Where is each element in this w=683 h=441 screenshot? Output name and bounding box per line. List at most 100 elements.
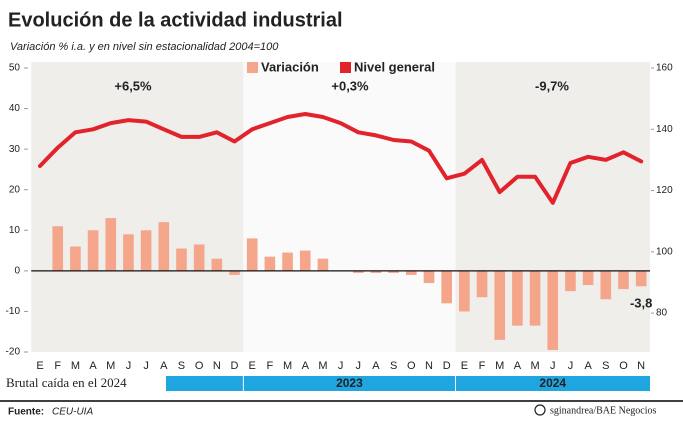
bar bbox=[299, 250, 311, 271]
x-tick-label: A bbox=[160, 360, 168, 372]
x-tick-label: D bbox=[443, 360, 451, 372]
data-label: -3,8 bbox=[630, 296, 652, 311]
bar bbox=[494, 270, 506, 340]
x-tick-label: A bbox=[89, 360, 97, 372]
legend-label: Nivel general bbox=[354, 59, 435, 74]
x-tick-label: A bbox=[372, 360, 380, 372]
annotation: +6,5% bbox=[114, 78, 152, 93]
x-tick-label: F bbox=[479, 360, 486, 372]
x-tick-label: M bbox=[495, 360, 504, 372]
instagram-icon bbox=[534, 404, 546, 416]
y2-tick-label: 160 bbox=[656, 63, 673, 74]
x-tick-label: J bbox=[143, 360, 149, 372]
x-tick-label: S bbox=[178, 360, 185, 372]
x-tick-label: A bbox=[584, 360, 592, 372]
bar bbox=[512, 270, 523, 326]
bar bbox=[193, 244, 205, 271]
x-tick-label: M bbox=[530, 360, 539, 372]
bar bbox=[476, 270, 488, 298]
x-tick-label: E bbox=[461, 360, 468, 372]
bar bbox=[441, 270, 452, 304]
y-tick-label: 0 bbox=[14, 265, 20, 276]
bar bbox=[87, 230, 99, 271]
period-shade bbox=[243, 62, 456, 352]
x-tick-label: O bbox=[619, 360, 628, 372]
bar bbox=[70, 246, 81, 271]
x-tick-label: M bbox=[318, 360, 327, 372]
y2-tick-label: 100 bbox=[656, 246, 673, 257]
bar bbox=[158, 222, 170, 271]
x-tick-label: D bbox=[231, 360, 239, 372]
bar bbox=[352, 270, 364, 273]
bar bbox=[246, 238, 258, 271]
bar bbox=[459, 270, 470, 312]
y-tick-label: -10 bbox=[6, 306, 21, 317]
credit: sginandrea/BAE Negocios bbox=[550, 405, 656, 416]
bar bbox=[547, 270, 559, 350]
legend-label: Variación bbox=[261, 59, 319, 74]
caption: Brutal caída en el 2024 bbox=[6, 375, 127, 390]
bar bbox=[140, 230, 152, 271]
line bbox=[38, 112, 644, 205]
bar bbox=[406, 270, 417, 275]
bar bbox=[529, 270, 541, 326]
y2-tick-label: 80 bbox=[656, 308, 668, 319]
year-strip bbox=[27, 376, 650, 391]
y-tick-label: 40 bbox=[9, 103, 21, 114]
annotation: -9,7% bbox=[535, 78, 569, 93]
bar bbox=[52, 226, 64, 271]
bar bbox=[370, 270, 382, 273]
y-tick-label: -20 bbox=[6, 347, 21, 358]
bar bbox=[423, 270, 435, 284]
source: CEU-UIA bbox=[52, 407, 93, 418]
bar bbox=[229, 270, 240, 275]
x-tick-label: N bbox=[637, 360, 645, 372]
x-tick-label: N bbox=[213, 360, 221, 372]
x-tick-label: J bbox=[356, 360, 362, 372]
x-tick-label: O bbox=[407, 360, 416, 372]
y-tick-label: 30 bbox=[9, 144, 21, 155]
x-tick-label: M bbox=[106, 360, 115, 372]
legend-swatch bbox=[340, 62, 351, 73]
x-tick-label: A bbox=[514, 360, 522, 372]
x-tick-label: F bbox=[54, 360, 61, 372]
bar bbox=[105, 218, 117, 271]
x-tick-label: S bbox=[390, 360, 397, 372]
bar bbox=[635, 270, 647, 287]
source-label: Fuente: bbox=[8, 407, 44, 418]
x-tick-label: M bbox=[71, 360, 80, 372]
bar bbox=[600, 270, 612, 300]
bar bbox=[618, 270, 629, 290]
year-label: 2024 bbox=[539, 376, 566, 390]
x-tick-label: S bbox=[602, 360, 609, 372]
legend-swatch bbox=[247, 62, 258, 73]
x-tick-label: J bbox=[126, 360, 132, 372]
y-tick-label: 20 bbox=[9, 184, 21, 195]
x-tick-label: J bbox=[568, 360, 574, 372]
bar bbox=[582, 270, 594, 286]
caption-box bbox=[0, 372, 166, 396]
x-tick-label: J bbox=[338, 360, 344, 372]
x-tick-label: J bbox=[550, 360, 556, 372]
year-label: 2023 bbox=[336, 376, 363, 390]
x-tick-label: N bbox=[425, 360, 433, 372]
bar bbox=[565, 270, 576, 292]
x-tick-label: A bbox=[302, 360, 310, 372]
y-tick-label: 50 bbox=[9, 63, 21, 74]
annotation: +0,3% bbox=[331, 78, 369, 93]
bar bbox=[264, 256, 276, 271]
bar bbox=[317, 258, 329, 271]
y-tick-label: 10 bbox=[9, 225, 21, 236]
x-tick-label: F bbox=[267, 360, 274, 372]
chart-subtitle: Variación % i.a. y en nivel sin estacion… bbox=[10, 41, 279, 53]
bar bbox=[282, 252, 293, 271]
bar bbox=[388, 270, 399, 273]
x-tick-label: E bbox=[36, 360, 43, 372]
y2-tick-label: 140 bbox=[656, 124, 673, 135]
x-tick-label: M bbox=[283, 360, 292, 372]
bar bbox=[123, 234, 134, 271]
x-tick-label: O bbox=[195, 360, 204, 372]
x-tick-label: E bbox=[249, 360, 256, 372]
bar bbox=[176, 248, 187, 271]
